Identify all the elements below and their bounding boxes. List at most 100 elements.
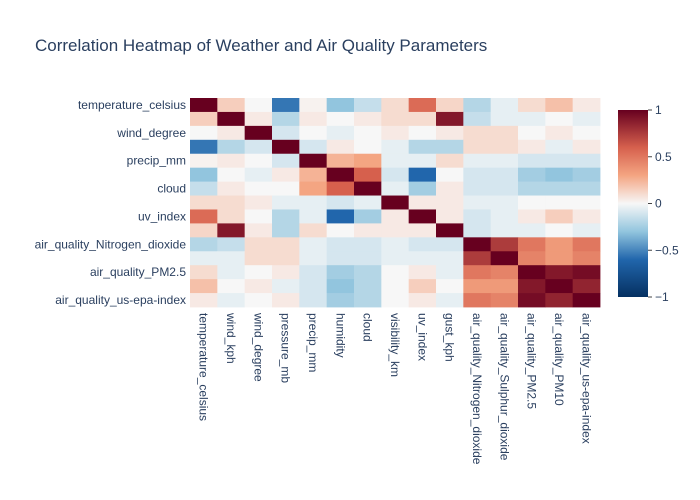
heatmap-cell <box>572 153 601 169</box>
heatmap-cell <box>299 125 328 141</box>
heatmap-cell <box>354 139 382 155</box>
heatmap-cell <box>545 181 574 196</box>
heatmap-cell <box>572 209 601 224</box>
x-tick-label: precip_mm <box>306 313 320 372</box>
heatmap-cell <box>354 223 382 238</box>
heatmap-cell <box>272 181 300 196</box>
heatmap-cell <box>518 111 546 127</box>
heatmap-cell <box>217 209 246 224</box>
heatmap-cell <box>463 251 492 266</box>
colorbar: 1 0.5 0 −0.5 −1 <box>618 103 679 304</box>
heatmap-cell <box>408 181 437 196</box>
heatmap-cell <box>354 125 382 141</box>
heatmap-cell <box>354 98 382 113</box>
heatmap-cell <box>299 181 328 196</box>
heatmap-cell <box>217 125 246 141</box>
heatmap-cell <box>299 167 328 182</box>
heatmap-cell <box>272 167 300 182</box>
heatmap-cell <box>354 167 382 182</box>
heatmap-cell <box>436 98 464 113</box>
heatmap-cell <box>326 195 355 210</box>
heatmap-cell <box>545 237 574 252</box>
x-tick-label: pressure_mb <box>279 313 293 383</box>
colorbar-tick-label: −1 <box>655 290 669 304</box>
heatmap-cell <box>244 293 273 308</box>
heatmap-cell <box>490 139 519 155</box>
heatmap-cell <box>381 98 410 113</box>
heatmap-cell <box>463 209 492 224</box>
x-tick-label: air_quality_PM2.5 <box>525 313 539 409</box>
heatmap-cell <box>545 125 574 141</box>
heatmap-cell <box>190 223 218 238</box>
heatmap-cell <box>545 293 574 308</box>
heatmap-cell <box>572 98 601 113</box>
heatmap-cell <box>381 111 410 127</box>
heatmap-cell <box>490 237 519 252</box>
heatmap-cell <box>244 153 273 169</box>
heatmap-cell <box>545 98 574 113</box>
heatmap-cell <box>463 195 492 210</box>
heatmap-cell <box>354 111 382 127</box>
heatmap-cell <box>490 293 519 308</box>
heatmap-cell <box>244 279 273 294</box>
heatmap-cell <box>272 111 300 127</box>
colorbar-tick-label: 0.5 <box>655 150 672 164</box>
heatmap-cell <box>381 153 410 169</box>
heatmap-cell <box>490 98 519 113</box>
heatmap-cell <box>190 153 218 169</box>
heatmap-cell <box>217 153 246 169</box>
heatmap-cell <box>299 195 328 210</box>
heatmap-cell <box>244 139 273 155</box>
heatmap-cell <box>572 195 601 210</box>
heatmap-cell <box>244 98 273 113</box>
heatmap-cell <box>190 209 218 224</box>
heatmap-cell <box>190 125 218 141</box>
x-tick-label: air_quality_Sulphur_dioxide <box>497 313 511 461</box>
heatmap-cell <box>381 125 410 141</box>
heatmap-cell <box>299 293 328 308</box>
heatmap-cell <box>272 98 300 113</box>
heatmap-cell <box>217 167 246 182</box>
heatmap-cell <box>518 265 546 280</box>
heatmap-cell <box>190 293 218 308</box>
heatmap-cell <box>326 181 355 196</box>
y-axis-tick-labels: temperature_celsius wind_degree precip_mmc… <box>35 98 187 307</box>
heatmap-cell <box>490 153 519 169</box>
heatmap-cell <box>190 195 218 210</box>
y-tick-label: uv_index <box>138 209 186 223</box>
heatmap-cell <box>408 251 437 266</box>
heatmap-cell <box>463 139 492 155</box>
heatmap-cell <box>299 251 328 266</box>
heatmap-cell <box>190 265 218 280</box>
heatmap-cell <box>299 153 328 169</box>
heatmap-cell <box>463 237 492 252</box>
heatmap-cell <box>436 265 464 280</box>
heatmap-cell <box>299 98 328 113</box>
y-tick-label: air_quality_PM2.5 <box>90 265 186 279</box>
heatmap-cell <box>408 125 437 141</box>
heatmap-cell <box>490 265 519 280</box>
colorbar-tick-label: 1 <box>655 103 662 117</box>
heatmap-cell <box>436 293 464 308</box>
heatmap-cell <box>408 293 437 308</box>
heatmap-cell <box>545 111 574 127</box>
heatmap-cell <box>381 181 410 196</box>
heatmap-cell <box>490 209 519 224</box>
heatmap-cell <box>545 167 574 182</box>
heatmap-cell <box>190 167 218 182</box>
heatmap-cell <box>244 209 273 224</box>
x-axis-tick-labels: temperature_celsius wind_kph wind_degree pr… <box>197 312 594 465</box>
heatmap-cell <box>408 153 437 169</box>
x-tick-label: air_quality_Nitrogen_dioxide <box>470 313 484 465</box>
heatmap-cell <box>408 195 437 210</box>
heatmap-cell <box>408 139 437 155</box>
heatmap-cell <box>326 237 355 252</box>
heatmap-cell <box>217 293 246 308</box>
heatmap-cell <box>436 167 464 182</box>
heatmap-cell <box>408 209 437 224</box>
x-tick-label: wind_kph <box>224 312 238 364</box>
heatmap-cell <box>272 237 300 252</box>
heatmap-cell <box>490 167 519 182</box>
heatmap-cell <box>490 251 519 266</box>
heatmap-cell <box>326 293 355 308</box>
